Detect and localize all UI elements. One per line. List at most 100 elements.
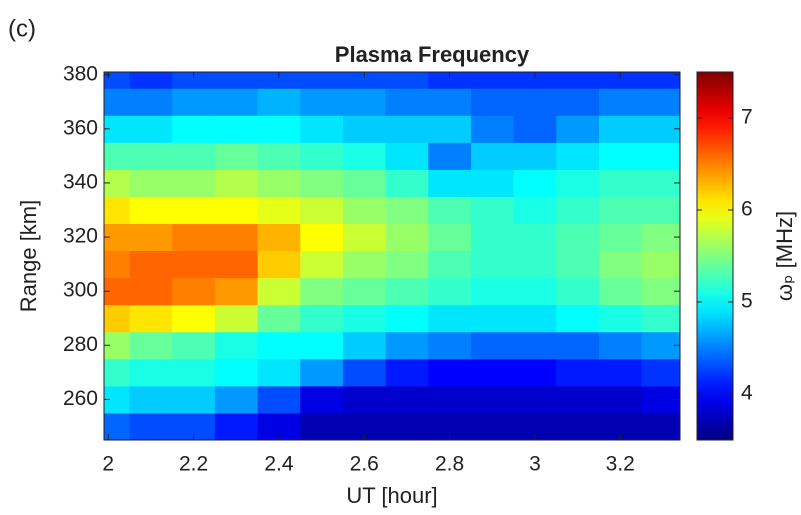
heatmap-cell [513, 88, 557, 116]
heatmap-cell [104, 304, 131, 333]
heatmap-cell [598, 169, 643, 197]
heatmap-cell [104, 88, 131, 116]
heatmap-cell [385, 72, 429, 89]
y-tick-label: 360 [63, 116, 98, 139]
heatmap-cell [300, 385, 344, 414]
heatmap-cell [470, 304, 515, 333]
heatmap-cell [129, 142, 173, 170]
heatmap-cell [598, 331, 643, 360]
heatmap-cell [172, 169, 216, 197]
heatmap-cell [428, 142, 472, 170]
heatmap-cell [428, 88, 472, 116]
y-tick-label: 300 [63, 279, 98, 302]
heatmap-cell [104, 196, 131, 225]
heatmap-cell [214, 385, 259, 414]
heatmap-cell [385, 142, 429, 170]
heatmap-cell [342, 196, 387, 225]
heatmap-cell [129, 223, 173, 252]
heatmap-cell [428, 115, 472, 143]
heatmap-cell [513, 115, 557, 143]
heatmap-cell [641, 304, 680, 333]
heatmap-cell [342, 88, 387, 116]
heatmap-cell [342, 223, 387, 252]
heatmap-cell [385, 196, 429, 225]
heatmap-cell [104, 358, 131, 387]
heatmap-cell [172, 385, 216, 414]
heatmap-cell [257, 115, 301, 143]
chart-title: Plasma Frequency [335, 42, 530, 67]
heatmap-cell [598, 142, 643, 170]
heatmap-cell [129, 277, 173, 306]
heatmap-cell [598, 72, 643, 89]
heatmap-cell [385, 331, 429, 360]
heatmap-cell [385, 277, 429, 306]
heatmap-cell [513, 331, 557, 360]
heatmap-cell [598, 385, 643, 414]
heatmap-cell [513, 142, 557, 170]
heatmap-cell [172, 250, 216, 279]
heatmap-cell [470, 385, 515, 414]
heatmap-cell [641, 358, 680, 387]
heatmap-cell [428, 304, 472, 333]
heatmap-cell [385, 412, 429, 440]
heatmap-cell [172, 115, 216, 143]
heatmap-cell [598, 88, 643, 116]
heatmap-cell [556, 385, 600, 414]
heatmap-cell [172, 331, 216, 360]
heatmap-cell [300, 412, 344, 440]
heatmap-cell [598, 250, 643, 279]
heatmap-cell [385, 223, 429, 252]
heatmap-cell [385, 358, 429, 387]
heatmap-cell [257, 196, 301, 225]
heatmap-cell [172, 142, 216, 170]
heatmap-cell [104, 250, 131, 279]
heatmap-cell [470, 412, 515, 440]
heatmap-cell [641, 115, 680, 143]
heatmap-cell [641, 142, 680, 170]
heatmap-cell [129, 196, 173, 225]
heatmap-cell [342, 331, 387, 360]
colorbar-tick-label: 6 [741, 198, 753, 221]
heatmap-cell [641, 223, 680, 252]
colorbar-tick-label: 7 [741, 106, 753, 129]
heatmap-cell [428, 277, 472, 306]
heatmap-cell [300, 88, 344, 116]
heatmap-cell [513, 277, 557, 306]
plot-frame [103, 71, 681, 441]
heatmap-cell [214, 331, 259, 360]
heatmap-cell [300, 223, 344, 252]
heatmap-cell [513, 196, 557, 225]
x-tick-label: 2.8 [435, 453, 464, 476]
heatmap-cell [172, 358, 216, 387]
heatmap-cell [129, 72, 173, 89]
heatmap-cell [556, 72, 600, 89]
heatmap-cell [513, 385, 557, 414]
heatmap-cell [470, 277, 515, 306]
heatmap-cell [342, 277, 387, 306]
heatmap-cell [641, 196, 680, 225]
heatmap-cell [300, 72, 344, 89]
heatmap-cell [214, 88, 259, 116]
heatmap [104, 72, 680, 440]
heatmap-cell [598, 115, 643, 143]
x-tick-label: 2.4 [264, 453, 294, 476]
heatmap-cell [214, 142, 259, 170]
y-tick-label: 340 [63, 170, 98, 193]
x-tick-label: 3.2 [606, 453, 635, 476]
heatmap-cell [172, 304, 216, 333]
y-tick-label: 320 [63, 225, 98, 248]
heatmap-cell [641, 72, 680, 89]
heatmap-cell [513, 250, 557, 279]
heatmap-cell [342, 304, 387, 333]
heatmap-cell [257, 385, 301, 414]
heatmap-cell [598, 223, 643, 252]
heatmap-cell [513, 304, 557, 333]
heatmap-cell [428, 358, 472, 387]
heatmap-cell [129, 115, 173, 143]
heatmap-cell [342, 142, 387, 170]
heatmap-cell [470, 142, 515, 170]
heatmap-cell [129, 250, 173, 279]
heatmap-cell [641, 250, 680, 279]
heatmap-cell [342, 358, 387, 387]
